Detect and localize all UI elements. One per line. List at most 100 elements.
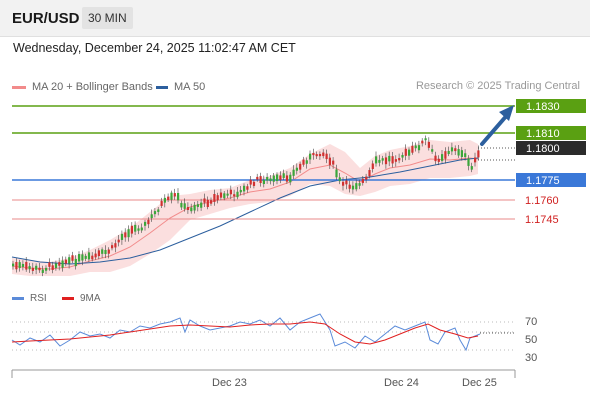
candle-body [183,203,186,209]
candle-body [48,262,51,267]
candle-body [94,253,97,258]
level-label-1775: 1.1775 [526,175,560,187]
candle-body [305,160,308,164]
candle-body [101,249,104,254]
candle-body [68,257,71,264]
candle-body [38,267,41,271]
forecast-arrow-icon [480,105,514,146]
candle-body [414,145,417,149]
timeframe-button[interactable]: 30 MIN [82,7,133,29]
candle-body [398,158,401,161]
candle-body [177,192,180,201]
candle-body [302,159,305,165]
level-label-1810: 1.1810 [526,128,560,140]
candle-body [378,159,381,163]
candle-body [384,157,388,165]
ma50-line [11,157,479,265]
candle-body [450,147,454,152]
candle-body [322,152,325,157]
candle-body [434,155,437,162]
candle-body [190,207,193,212]
candle-body [318,154,322,157]
candle-body [193,204,196,211]
credit-label: Research © 2025 Trading Central [415,80,580,92]
candle-body [219,192,223,198]
candle-body [180,202,183,208]
candle-body [213,194,216,202]
candle-body [256,176,259,180]
candle-body [441,154,444,161]
candle-body [223,193,226,199]
candle-body [45,267,48,271]
rsi-line [11,313,481,352]
legend-ma20: MA 20 + Bollinger Bands [12,80,153,94]
candle-body [282,173,285,178]
candle-body [97,250,100,257]
candle-body [134,224,137,232]
candle-body [91,255,94,260]
candle-body [249,179,252,185]
candle-body [84,255,87,259]
candle-body [299,163,302,170]
rsi-axis-50: 50 [525,334,537,346]
level-label-1760: 1.1760 [525,195,559,207]
rsi-axis-70: 70 [525,316,537,328]
level-box-1800 [516,141,586,155]
candle-body [388,155,391,162]
candle-body [342,181,345,186]
candle-body [269,178,272,182]
candle-body [358,183,361,186]
candle-body [477,150,480,158]
legend-ma50: MA 50 [156,80,205,94]
candle-body [345,180,348,185]
candle-body [421,140,424,144]
x-axis-label-dec23: Dec 23 [212,377,247,389]
candle-body [41,269,44,273]
ma20-line [11,157,479,270]
candle-body [295,167,298,171]
candle-body [31,267,34,271]
candle-body [404,148,407,156]
candle-body [153,211,157,215]
candle-body [147,219,150,225]
candle-body [431,149,434,152]
candle-body [137,228,140,231]
candle-body [120,233,124,240]
candle-body [417,145,421,151]
candle-body [229,189,232,195]
candle-body [252,181,256,186]
candle-body [351,185,355,190]
candle-body [64,259,67,264]
candle-body [78,254,81,262]
candle-body [371,163,374,170]
candle-body [203,198,206,203]
candle-body [401,154,404,158]
candle-body [464,153,467,158]
candle-body [394,159,397,162]
level-label-1830: 1.1830 [526,101,560,113]
candle-body [117,239,120,243]
candle-body [328,157,331,165]
bollinger-band [12,140,478,276]
candle-body [18,262,21,269]
candle-body [365,176,368,180]
ma20-swatch-icon [12,85,26,89]
legend-rsi-label: RSI [30,293,47,304]
candlestick-series [12,135,480,277]
candle-body [368,170,371,177]
candle-body [444,151,447,159]
level-box-1775 [516,173,586,187]
candle-body [361,178,364,183]
candle-body [348,184,351,189]
candle-body [259,176,262,184]
candle-body [262,179,265,185]
candle-body [210,200,213,204]
candle-body [150,214,153,219]
symbol-label: EUR/USD [12,10,80,27]
datetime-label: Wednesday, December 24, 2025 11:02:47 AM… [13,41,296,55]
candle-body [160,200,163,206]
candle-body [216,195,219,200]
rsi-swatch-icon [12,296,24,300]
candle-body [411,145,414,153]
